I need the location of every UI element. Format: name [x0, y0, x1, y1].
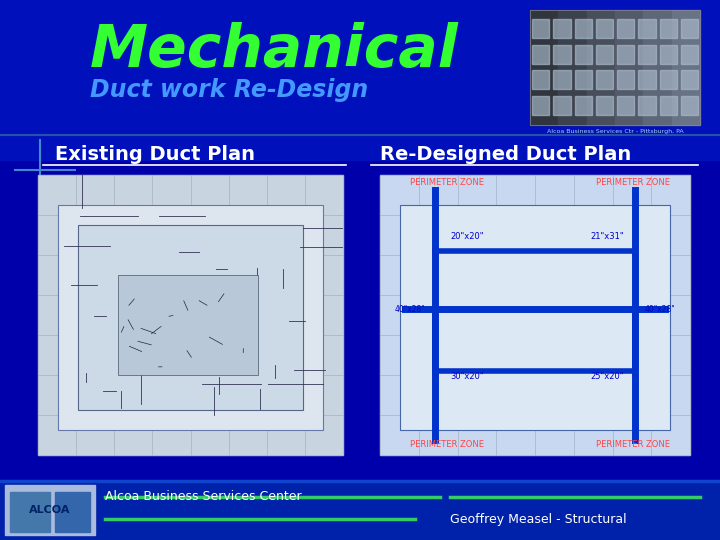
Bar: [615, 10, 644, 125]
Bar: [638, 19, 655, 38]
Bar: [660, 45, 677, 64]
Bar: [575, 19, 592, 38]
Text: Re-Designed Duct Plan: Re-Designed Duct Plan: [380, 145, 631, 165]
Bar: [617, 70, 634, 90]
Bar: [617, 45, 634, 64]
Bar: [595, 19, 613, 38]
Bar: [680, 45, 698, 64]
Bar: [672, 10, 700, 125]
Bar: [532, 96, 549, 115]
Bar: [595, 96, 613, 115]
Bar: [617, 96, 634, 115]
Bar: [660, 96, 677, 115]
Bar: [553, 70, 570, 90]
Text: Duct work Re-Design: Duct work Re-Design: [90, 78, 368, 102]
Bar: [532, 45, 549, 64]
Bar: [587, 10, 615, 125]
Bar: [380, 175, 690, 455]
Bar: [400, 205, 670, 430]
Text: 25"x20": 25"x20": [590, 373, 624, 381]
Text: PERIMETER ZONE: PERIMETER ZONE: [410, 440, 484, 449]
Text: Existing Duct Plan: Existing Duct Plan: [55, 145, 255, 165]
Bar: [660, 19, 677, 38]
Text: 20"x20": 20"x20": [450, 232, 484, 241]
Bar: [680, 70, 698, 90]
Text: PERIMETER ZONE: PERIMETER ZONE: [596, 440, 670, 449]
Bar: [0, 480, 720, 540]
Bar: [5, 485, 95, 535]
Bar: [532, 70, 549, 90]
Text: 21"x31": 21"x31": [590, 232, 624, 241]
Bar: [680, 19, 698, 38]
Bar: [553, 96, 570, 115]
Text: Alcoa Business Services Center: Alcoa Business Services Center: [105, 490, 302, 503]
Text: 40"x28": 40"x28": [395, 305, 426, 314]
Bar: [644, 10, 672, 125]
Bar: [575, 45, 592, 64]
Bar: [0, 480, 720, 482]
Bar: [638, 45, 655, 64]
Bar: [118, 275, 258, 375]
Text: ALCOA: ALCOA: [30, 505, 71, 515]
Text: Mechanical: Mechanical: [90, 22, 459, 78]
Text: PERIMETER ZONE: PERIMETER ZONE: [410, 178, 484, 187]
Bar: [595, 70, 613, 90]
Bar: [10, 492, 50, 532]
Bar: [532, 19, 549, 38]
Bar: [575, 96, 592, 115]
Bar: [575, 70, 592, 90]
Text: 30"x20": 30"x20": [450, 373, 484, 381]
Bar: [553, 19, 570, 38]
Bar: [558, 10, 587, 125]
Bar: [55, 492, 90, 532]
Bar: [58, 205, 323, 430]
Text: PERIMETER ZONE: PERIMETER ZONE: [596, 178, 670, 187]
Bar: [617, 19, 634, 38]
Bar: [78, 225, 303, 410]
Bar: [530, 10, 558, 125]
Bar: [638, 70, 655, 90]
Text: Geoffrey Measel - Structural: Geoffrey Measel - Structural: [450, 512, 626, 525]
Bar: [595, 45, 613, 64]
Bar: [0, 0, 720, 160]
Bar: [530, 10, 700, 125]
Bar: [680, 96, 698, 115]
Bar: [38, 175, 343, 455]
Bar: [660, 70, 677, 90]
Text: Alcoa Business Services Ctr - Pittsburgh, PA: Alcoa Business Services Ctr - Pittsburgh…: [546, 129, 683, 134]
Text: 40"x28": 40"x28": [644, 305, 675, 314]
Bar: [638, 96, 655, 115]
Bar: [553, 45, 570, 64]
